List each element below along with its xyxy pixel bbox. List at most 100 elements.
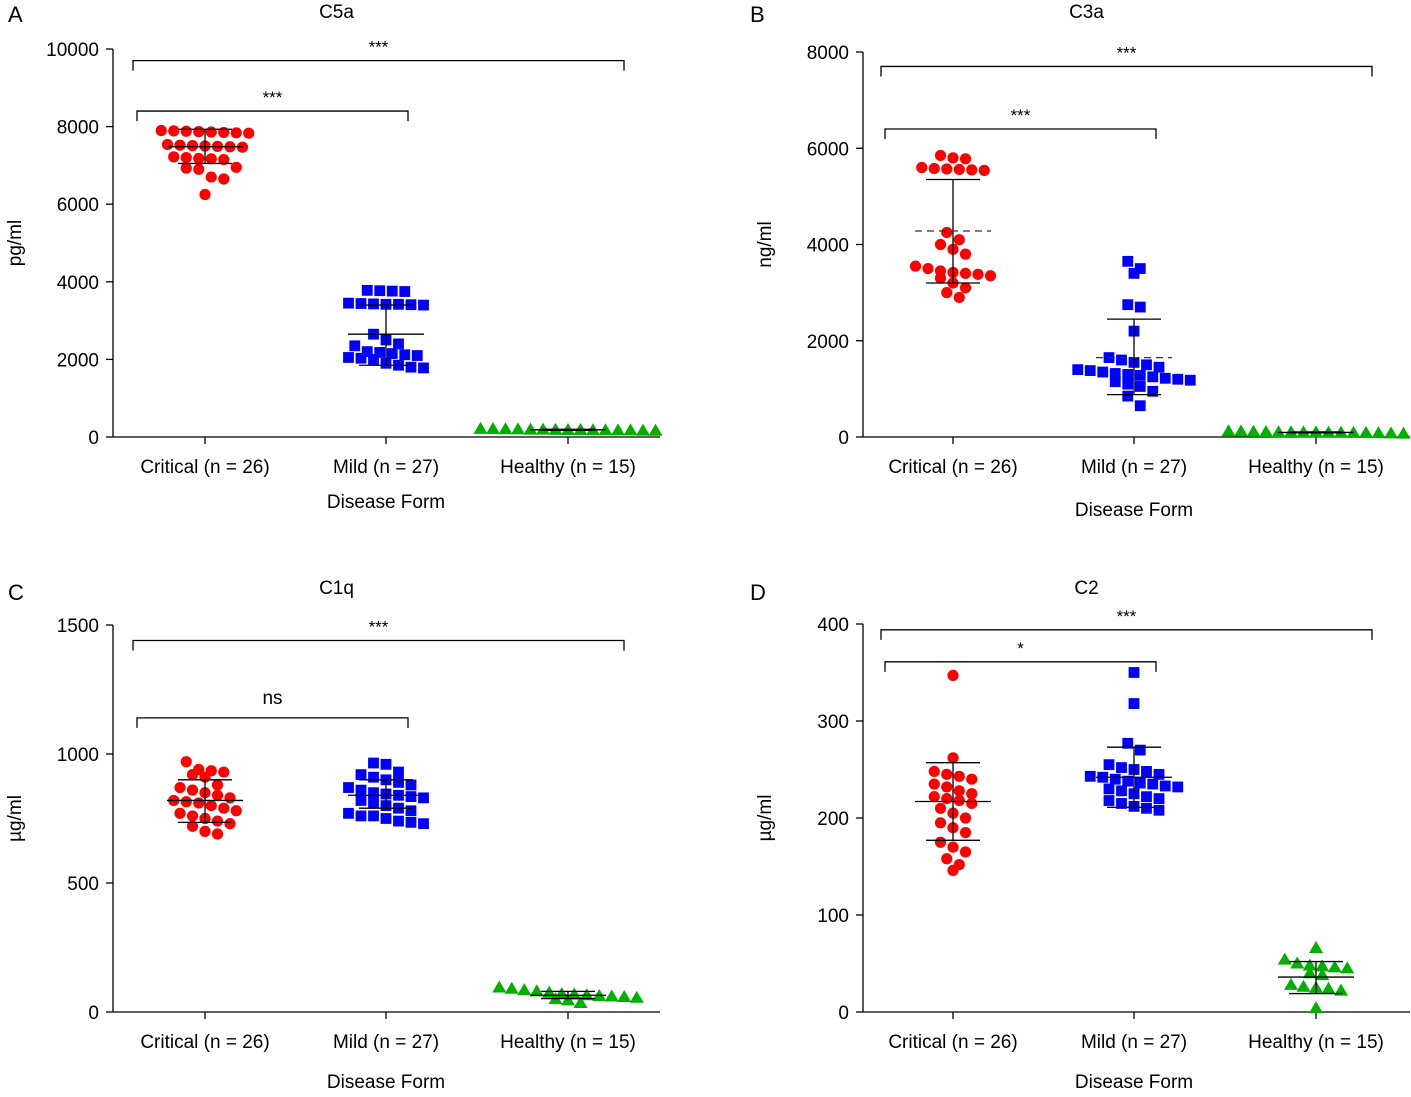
data-point — [1103, 795, 1115, 806]
data-point — [361, 284, 373, 296]
data-point — [934, 836, 947, 848]
data-point — [199, 825, 211, 838]
data-point — [498, 422, 513, 435]
data-point — [368, 797, 379, 809]
significance-bracket: *** — [880, 607, 1373, 640]
x-axis-label: Disease Form — [1075, 1072, 1193, 1093]
data-point — [941, 793, 953, 805]
data-point — [1147, 385, 1159, 397]
data-point — [1141, 359, 1152, 371]
data-point — [1122, 378, 1134, 390]
data-point — [1122, 255, 1134, 267]
data-point — [554, 986, 569, 999]
data-point — [1084, 365, 1096, 376]
data-point — [1246, 424, 1261, 437]
panel-letter: C — [8, 580, 24, 605]
y-tick-label: 4000 — [807, 236, 849, 257]
chart-title: C1q — [319, 578, 354, 599]
y-tick-label: 0 — [88, 1003, 99, 1024]
data-point — [1122, 737, 1134, 749]
data-point — [567, 987, 582, 1000]
data-point — [909, 260, 922, 272]
data-point — [380, 758, 392, 770]
data-point — [405, 791, 417, 802]
data-point — [368, 787, 379, 799]
chart-title: C3a — [1069, 2, 1104, 23]
data-point — [186, 810, 199, 822]
data-point — [517, 983, 532, 996]
x-tick-label: Healthy (n = 15) — [500, 457, 636, 478]
y-tick-label: 2000 — [57, 350, 99, 371]
data-point — [934, 817, 947, 829]
data-point — [193, 797, 205, 809]
data-point — [399, 349, 411, 361]
data-point — [186, 784, 199, 796]
data-point — [224, 792, 236, 804]
data-point — [218, 126, 230, 139]
data-point — [374, 285, 386, 297]
data-point — [928, 778, 940, 790]
series-0 — [915, 669, 991, 876]
data-point — [1147, 778, 1159, 790]
data-point — [511, 422, 525, 435]
significance-bracket: * — [884, 639, 1157, 672]
data-point — [1359, 425, 1373, 438]
data-point — [1122, 390, 1134, 402]
data-point — [218, 766, 230, 778]
data-point — [1284, 425, 1298, 438]
data-point — [941, 287, 953, 299]
y-tick-label: 400 — [817, 615, 849, 636]
significance-bracket: ns — [136, 688, 409, 728]
y-tick-label: 4000 — [57, 273, 99, 294]
x-tick-label: Mild (n = 27) — [333, 457, 439, 478]
bracket-label: *** — [369, 38, 389, 57]
data-point — [368, 810, 379, 822]
data-point — [486, 422, 500, 435]
data-point — [1172, 373, 1184, 385]
y-tick-label: 10000 — [46, 40, 99, 61]
data-point — [934, 238, 947, 251]
data-point — [1122, 369, 1134, 380]
data-point — [1153, 768, 1165, 780]
data-point — [1153, 361, 1165, 373]
x-axis-label: Disease Form — [327, 1072, 445, 1093]
bracket-label: *** — [369, 617, 389, 636]
data-point — [343, 297, 354, 309]
data-point — [380, 813, 392, 824]
data-point — [529, 984, 544, 997]
data-point — [1134, 744, 1146, 756]
significance-bracket: *** — [132, 617, 625, 651]
data-point — [1122, 299, 1134, 311]
series-0 — [167, 756, 243, 840]
data-point — [230, 805, 242, 817]
panel-c: C C1q 0 500 1000 1500 µg/ml Critical (n = 26) Mi… — [5, 578, 660, 1093]
data-point — [155, 124, 167, 137]
data-point — [380, 298, 392, 310]
data-point — [623, 423, 638, 436]
data-point — [959, 267, 972, 279]
data-point — [368, 757, 379, 769]
y-tick-label: 8000 — [57, 118, 99, 139]
y-tick-label: 8000 — [807, 43, 849, 64]
data-point — [1172, 781, 1184, 793]
data-point — [928, 791, 940, 803]
series-1 — [1084, 667, 1184, 816]
data-point — [953, 785, 965, 797]
data-point — [1109, 376, 1121, 388]
bracket-label: *** — [1117, 43, 1137, 62]
data-point — [617, 990, 632, 1003]
panel-letter: D — [750, 580, 766, 605]
chart-title: C5a — [319, 2, 354, 23]
panel-letter: A — [8, 2, 23, 27]
data-point — [916, 161, 928, 174]
data-point — [947, 841, 959, 853]
data-point — [174, 807, 186, 819]
data-point — [361, 346, 373, 358]
data-point — [205, 126, 217, 138]
data-point — [1290, 956, 1305, 969]
data-point — [405, 779, 417, 791]
significance-bracket: *** — [880, 43, 1373, 77]
series-0 — [909, 149, 997, 304]
data-point — [399, 286, 411, 297]
